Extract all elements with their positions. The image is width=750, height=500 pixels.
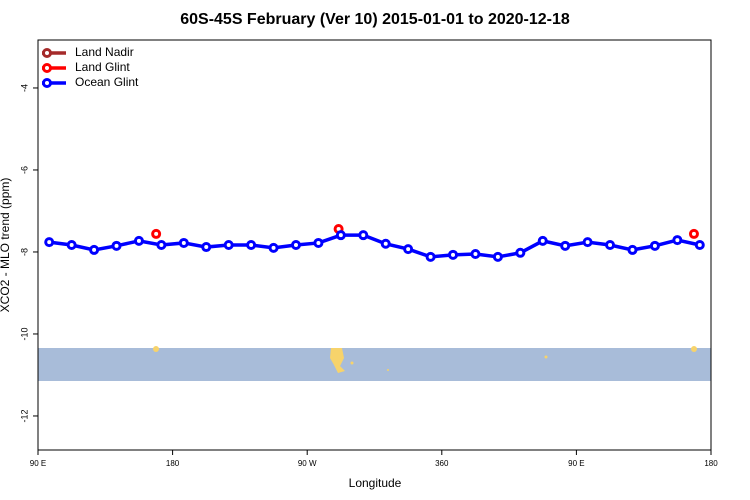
- point: [582, 237, 593, 248]
- point: [492, 251, 503, 262]
- land-spot: [330, 348, 345, 373]
- point: [358, 230, 369, 241]
- point: [223, 240, 234, 250]
- point: [403, 244, 414, 255]
- point: [156, 240, 167, 250]
- point: [89, 244, 100, 255]
- point: [268, 242, 279, 253]
- point: [133, 235, 144, 246]
- point: [201, 242, 212, 253]
- map-strip: [38, 346, 711, 381]
- series-line: [48, 233, 701, 259]
- point: [151, 228, 162, 239]
- y-axis-label: XCO2 - MLO trend (ppm): [0, 178, 12, 313]
- legend-label: Land Glint: [75, 60, 130, 74]
- ocean-strip: [38, 348, 711, 381]
- legend-marker: [42, 78, 52, 88]
- y-tick-label: -4: [19, 84, 29, 92]
- land-spot: [387, 369, 389, 371]
- point: [425, 251, 436, 262]
- point: [178, 237, 189, 248]
- point: [560, 240, 571, 251]
- y-tick-label: -6: [19, 166, 29, 174]
- point: [537, 235, 548, 246]
- point: [688, 228, 699, 239]
- point: [66, 240, 77, 250]
- point: [380, 238, 391, 249]
- point: [44, 237, 55, 248]
- y-tick-label: -8: [19, 248, 29, 256]
- land-spot: [350, 361, 354, 365]
- point: [649, 240, 660, 251]
- land-spot: [153, 346, 159, 352]
- x-tick-label: 360: [435, 459, 449, 468]
- legend-marker: [42, 48, 52, 58]
- point: [335, 230, 346, 241]
- point: [627, 244, 638, 255]
- x-tick-label: 90 W: [298, 459, 317, 468]
- point: [605, 240, 616, 250]
- y-tick-label: -10: [19, 327, 29, 340]
- y-tick-label: -12: [19, 409, 29, 422]
- point: [672, 235, 683, 246]
- x-tick-label: 180: [704, 459, 718, 468]
- x-tick-label: 90 E: [30, 459, 46, 468]
- point: [694, 240, 705, 250]
- x-axis-label: Longitude: [349, 476, 402, 490]
- x-tick-label: 90 E: [568, 459, 584, 468]
- legend-label: Land Nadir: [75, 45, 134, 59]
- point: [111, 240, 122, 251]
- legend-label: Ocean Glint: [75, 75, 139, 89]
- plot-frame: [37, 39, 712, 451]
- land-spot: [691, 346, 697, 352]
- point: [448, 249, 459, 260]
- x-tick-label: 180: [166, 459, 180, 468]
- land-spot: [544, 355, 548, 359]
- chart-title: 60S-45S February (Ver 10) 2015-01-01 to …: [180, 11, 570, 28]
- point: [515, 247, 526, 258]
- point: [290, 240, 301, 250]
- legend-marker: [42, 63, 52, 73]
- point: [313, 237, 324, 248]
- point: [246, 240, 257, 250]
- point: [470, 249, 481, 260]
